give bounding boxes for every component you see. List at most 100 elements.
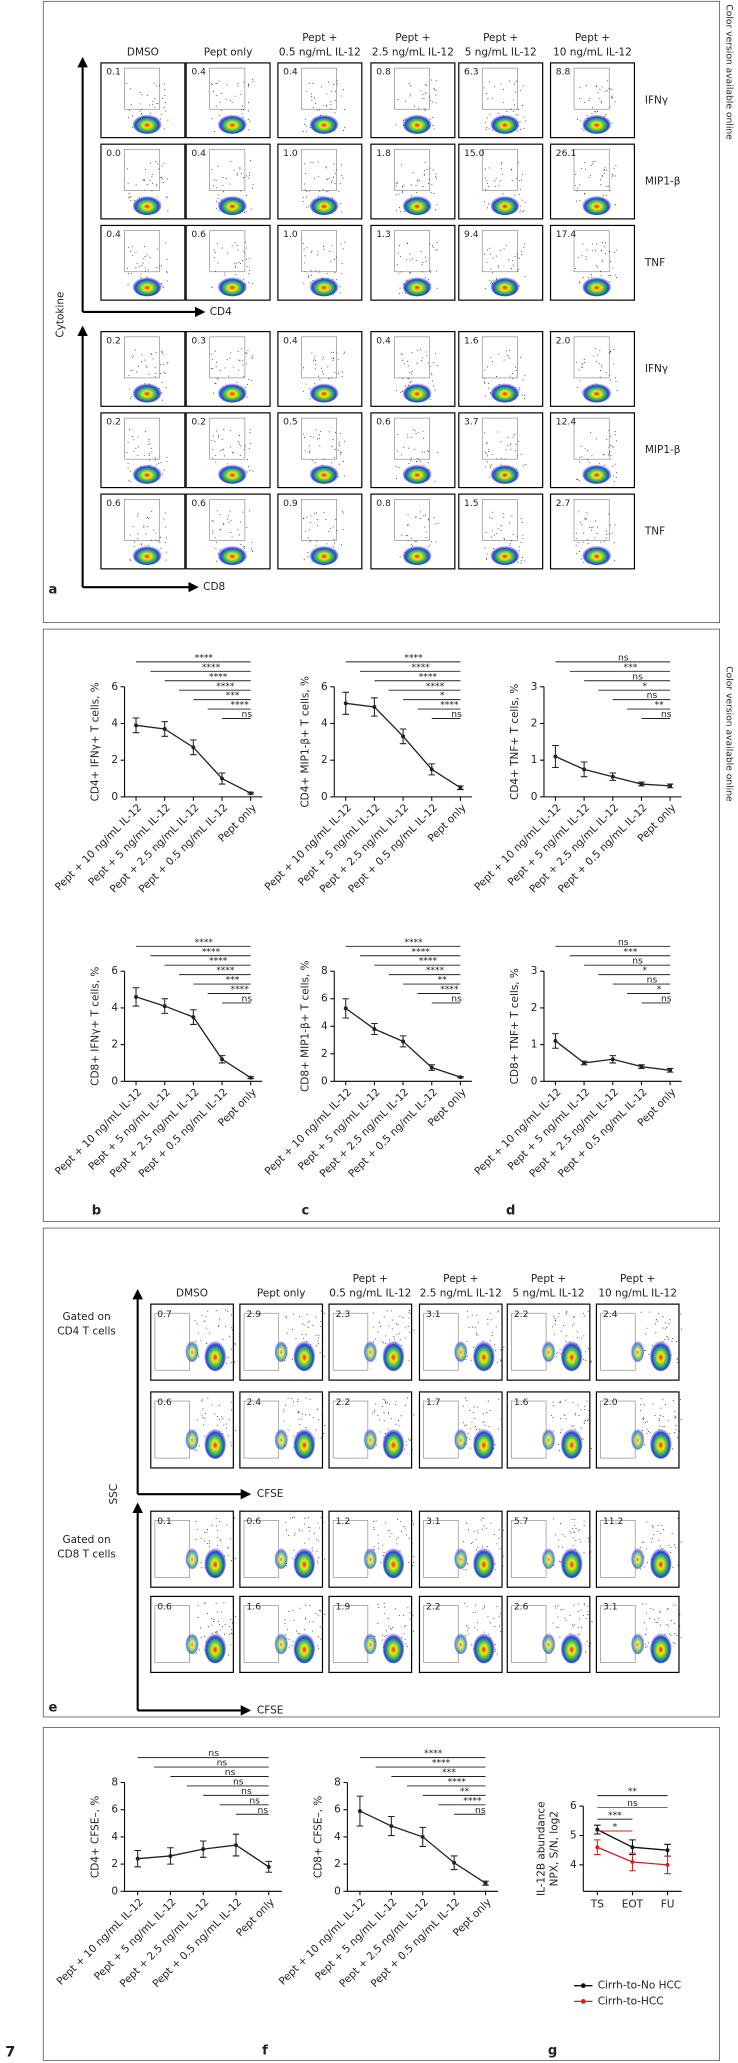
- event-dot: [248, 269, 250, 271]
- event-dot: [323, 1613, 325, 1615]
- event-dot: [505, 245, 507, 247]
- gate-percent: 26.1: [556, 148, 576, 159]
- event-dot: [560, 1401, 562, 1403]
- event-dot: [403, 1626, 405, 1628]
- event-dot: [652, 1403, 654, 1405]
- event-dot: [139, 110, 141, 112]
- event-dot: [248, 281, 250, 284]
- event-dot: [572, 1531, 574, 1533]
- event-dot: [125, 82, 127, 85]
- event-dot: [227, 1357, 229, 1359]
- event-dot: [494, 1350, 496, 1352]
- event-dot: [339, 453, 342, 455]
- series-line: [345, 702, 461, 789]
- event-dot: [310, 270, 312, 272]
- event-dot: [587, 1348, 590, 1350]
- event-dot: [579, 521, 581, 523]
- event-dot: [639, 1546, 641, 1548]
- event-dot: [397, 1420, 399, 1422]
- event-dot: [576, 190, 578, 192]
- event-dot: [644, 1444, 646, 1446]
- density-blob: [363, 1340, 377, 1362]
- significance-label: ns: [647, 975, 658, 986]
- significance-label: ****: [231, 984, 250, 995]
- significance-label: ns: [647, 690, 658, 701]
- event-dot: [204, 1602, 206, 1604]
- event-dot: [488, 387, 490, 389]
- event-dot: [583, 541, 585, 543]
- event-dot: [484, 168, 487, 170]
- event-dot: [413, 1414, 415, 1416]
- event-dot: [301, 1413, 303, 1415]
- event-dot: [317, 175, 319, 177]
- event-dot: [403, 184, 405, 186]
- event-dot: [399, 245, 401, 247]
- event-dot: [247, 459, 249, 461]
- event-dot: [223, 428, 225, 431]
- density-blob: [490, 114, 520, 134]
- event-dot: [317, 1647, 320, 1649]
- event-dot: [217, 165, 219, 167]
- event-dot: [233, 1441, 235, 1443]
- event-dot: [482, 1413, 484, 1415]
- event-dot: [224, 274, 226, 276]
- event-dot: [611, 175, 613, 177]
- event-dot: [167, 210, 169, 212]
- event-dot: [326, 273, 328, 275]
- event-dot: [488, 450, 490, 453]
- event-dot: [239, 167, 241, 169]
- event-dot: [659, 1425, 661, 1427]
- data-point: [668, 1068, 673, 1073]
- series-line: [135, 724, 252, 794]
- event-dot: [395, 185, 397, 187]
- event-dot: [310, 161, 312, 163]
- event-dot: [144, 189, 146, 191]
- column-header: 5 ng/mL IL-12: [465, 46, 537, 58]
- event-dot: [418, 459, 420, 461]
- event-dot: [343, 351, 346, 353]
- event-dot: [151, 451, 153, 453]
- event-dot: [584, 1351, 586, 1353]
- event-dot: [486, 182, 488, 184]
- event-dot: [387, 1412, 389, 1414]
- event-dot: [244, 449, 246, 451]
- event-dot: [130, 199, 132, 201]
- event-dot: [304, 450, 306, 452]
- event-dot: [487, 1318, 489, 1320]
- event-dot: [408, 365, 410, 367]
- event-dot: [206, 1531, 208, 1534]
- event-dot: [466, 1341, 468, 1343]
- event-dot: [230, 1644, 232, 1646]
- event-dot: [309, 450, 311, 452]
- event-dot: [227, 518, 229, 520]
- event-dot: [503, 516, 505, 518]
- event-dot: [652, 1608, 654, 1610]
- event-dot: [419, 517, 421, 519]
- y-tick-label: 4: [321, 717, 328, 729]
- density-blob: [541, 1632, 556, 1655]
- event-dot: [558, 1312, 560, 1315]
- event-dot: [336, 352, 338, 354]
- event-dot: [342, 89, 344, 91]
- event-dot: [147, 516, 149, 518]
- event-dot: [131, 356, 134, 358]
- event-dot: [166, 272, 168, 274]
- gate-percent: 0.2: [106, 417, 121, 428]
- gate-percent: 0.5: [283, 417, 298, 428]
- event-dot: [553, 1333, 555, 1335]
- significance-label: ***: [624, 662, 638, 673]
- event-dot: [435, 89, 437, 92]
- event-dot: [315, 429, 317, 431]
- event-dot: [508, 355, 510, 357]
- event-dot: [486, 461, 488, 463]
- event-dot: [649, 1618, 651, 1620]
- event-dot: [161, 350, 163, 352]
- event-dot: [592, 160, 594, 162]
- event-dot: [575, 1412, 577, 1414]
- event-dot: [249, 470, 251, 472]
- event-dot: [424, 514, 426, 516]
- event-dot: [495, 1326, 497, 1328]
- event-dot: [307, 275, 309, 277]
- event-dot: [596, 111, 598, 113]
- event-dot: [405, 1444, 407, 1446]
